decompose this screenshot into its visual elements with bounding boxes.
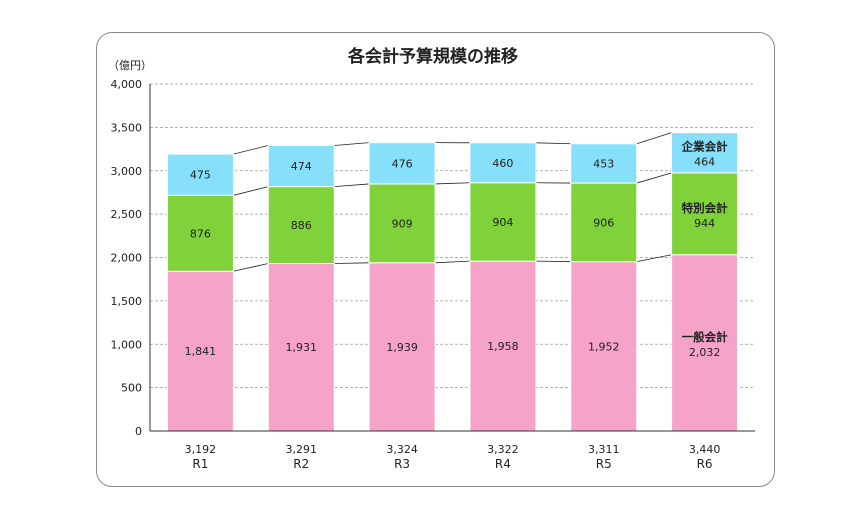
series-connector bbox=[636, 172, 672, 184]
bar-segment bbox=[570, 143, 638, 184]
bar-segment bbox=[368, 142, 436, 185]
data-label: 475 bbox=[190, 169, 211, 182]
y-tick-label: 3,500 bbox=[111, 121, 143, 134]
bar-segment bbox=[368, 262, 436, 432]
y-tick-label: 2,000 bbox=[111, 252, 143, 265]
bar-segment bbox=[671, 254, 739, 432]
bar-segment bbox=[469, 260, 537, 432]
bar-segment bbox=[166, 194, 234, 272]
bar-segment bbox=[469, 182, 537, 262]
bar-segment bbox=[671, 172, 739, 256]
data-label: 2,032 bbox=[689, 346, 721, 359]
series-connector bbox=[636, 254, 672, 263]
bar-segment bbox=[368, 183, 436, 264]
y-tick-label: 4,000 bbox=[111, 78, 143, 91]
bar-segment bbox=[570, 261, 638, 432]
total-label: 3,291 bbox=[286, 443, 318, 456]
series-connector bbox=[334, 262, 370, 264]
data-label: 1,958 bbox=[487, 340, 519, 353]
x-tick-label: R3 bbox=[394, 457, 410, 471]
series-label: 特別会計 bbox=[682, 201, 728, 215]
data-label: 906 bbox=[593, 216, 614, 229]
unit-label: （億円） bbox=[108, 59, 152, 72]
data-label: 460 bbox=[492, 157, 513, 170]
total-label: 3,324 bbox=[386, 443, 418, 456]
series-connector bbox=[435, 260, 470, 264]
data-label: 1,952 bbox=[588, 340, 620, 353]
data-label: 1,931 bbox=[286, 341, 318, 354]
series-connector bbox=[535, 142, 571, 145]
series-connector bbox=[435, 182, 470, 185]
total-label: 3,440 bbox=[689, 443, 721, 456]
series-label: 一般会計 bbox=[682, 330, 728, 344]
total-label: 3,192 bbox=[185, 443, 217, 456]
x-tick-label: R6 bbox=[697, 457, 713, 471]
data-label: 876 bbox=[190, 227, 211, 240]
series-label: 企業会計 bbox=[681, 140, 728, 154]
bar-segment bbox=[166, 153, 234, 196]
data-label: 944 bbox=[694, 217, 715, 230]
data-label: 909 bbox=[392, 217, 413, 230]
series-connector bbox=[535, 260, 571, 263]
series-connector bbox=[233, 263, 269, 272]
x-tick-label: R5 bbox=[596, 457, 612, 471]
bar-segment bbox=[267, 186, 335, 264]
bar-segment bbox=[267, 262, 335, 432]
data-label: 464 bbox=[694, 156, 715, 169]
data-label: 904 bbox=[492, 216, 513, 229]
x-tick-label: R1 bbox=[192, 457, 208, 471]
y-tick-label: 0 bbox=[135, 425, 142, 438]
y-tick-label: 2,500 bbox=[111, 208, 143, 221]
series-connector bbox=[636, 132, 672, 145]
data-label: 1,939 bbox=[386, 341, 418, 354]
series-connector bbox=[334, 142, 370, 146]
total-label: 3,322 bbox=[487, 443, 519, 456]
bar-segment bbox=[267, 145, 335, 188]
bar-segment bbox=[671, 132, 739, 174]
data-label: 886 bbox=[291, 219, 312, 232]
series-connector bbox=[334, 183, 370, 188]
series-connector bbox=[233, 145, 269, 155]
x-tick-label: R2 bbox=[293, 457, 309, 471]
data-label: 476 bbox=[392, 157, 413, 170]
x-tick-label: R4 bbox=[495, 457, 511, 471]
bar-segment bbox=[570, 182, 638, 263]
total-label: 3,311 bbox=[588, 443, 620, 456]
y-tick-label: 1,000 bbox=[111, 338, 143, 351]
bar-segment bbox=[469, 142, 537, 184]
data-label: 453 bbox=[593, 157, 614, 170]
chart-title: 各会計予算規模の推移 bbox=[347, 46, 518, 67]
series-connector bbox=[233, 186, 269, 196]
data-label: 474 bbox=[291, 160, 312, 173]
y-tick-label: 1,500 bbox=[111, 295, 143, 308]
y-tick-label: 3,000 bbox=[111, 165, 143, 178]
data-label: 1,841 bbox=[185, 345, 217, 358]
y-tick-label: 500 bbox=[121, 382, 142, 395]
